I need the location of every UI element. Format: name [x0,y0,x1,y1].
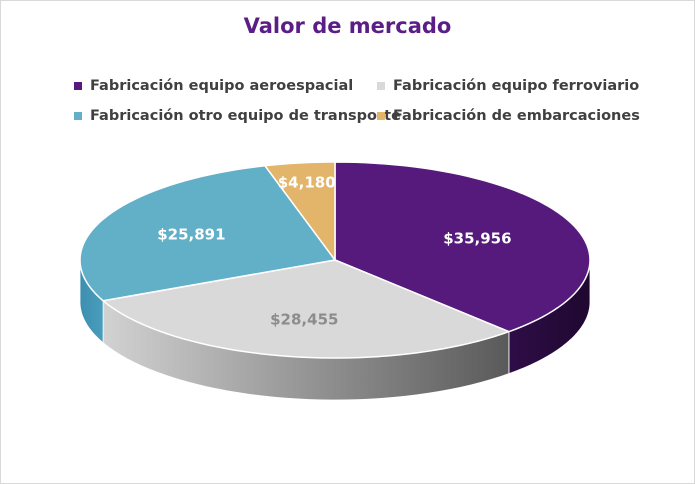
data-label-aeroespacial: $35,956 [443,230,511,248]
data-label-ferroviario: $28,455 [270,311,338,329]
legend-item-ferroviario: Fabricación equipo ferroviario [377,78,639,94]
pie-slice-ferroviario [102,259,510,359]
legend-swatch-embarcaciones [377,112,385,120]
pie-slices [79,161,591,359]
legend-label-aeroespacial: Fabricación equipo aeroespacial [90,78,354,94]
legend-label-otro-transporte: Fabricación otro equipo de transporte [90,108,401,124]
pie-slice-aeroespacial [334,161,591,333]
legend-item-aeroespacial: Fabricación equipo aeroespacial [74,78,353,94]
pie-slice-embarcaciones [264,161,336,261]
legend-item-embarcaciones: Fabricación de embarcaciones [377,108,640,124]
pie-slice-otro-transporte [79,165,336,302]
pie-sides [79,259,591,401]
legend-swatch-ferroviario [377,82,385,90]
data-label-otro-transporte: $25,891 [157,226,225,244]
data-label-embarcaciones: $4,180 [278,173,336,191]
legend-label-ferroviario: Fabricación equipo ferroviario [393,78,640,94]
legend-swatch-otro-transporte [74,112,82,120]
legend-swatch-aeroespacial [74,82,82,90]
legend-item-otro-transporte: Fabricación otro equipo de transporte [74,108,401,124]
pie-data-labels: $35,956 $28,455 $25,891 $4,180 [157,173,511,328]
chart-title: Valor de mercado [243,14,452,38]
legend-label-embarcaciones: Fabricación de embarcaciones [393,108,640,124]
